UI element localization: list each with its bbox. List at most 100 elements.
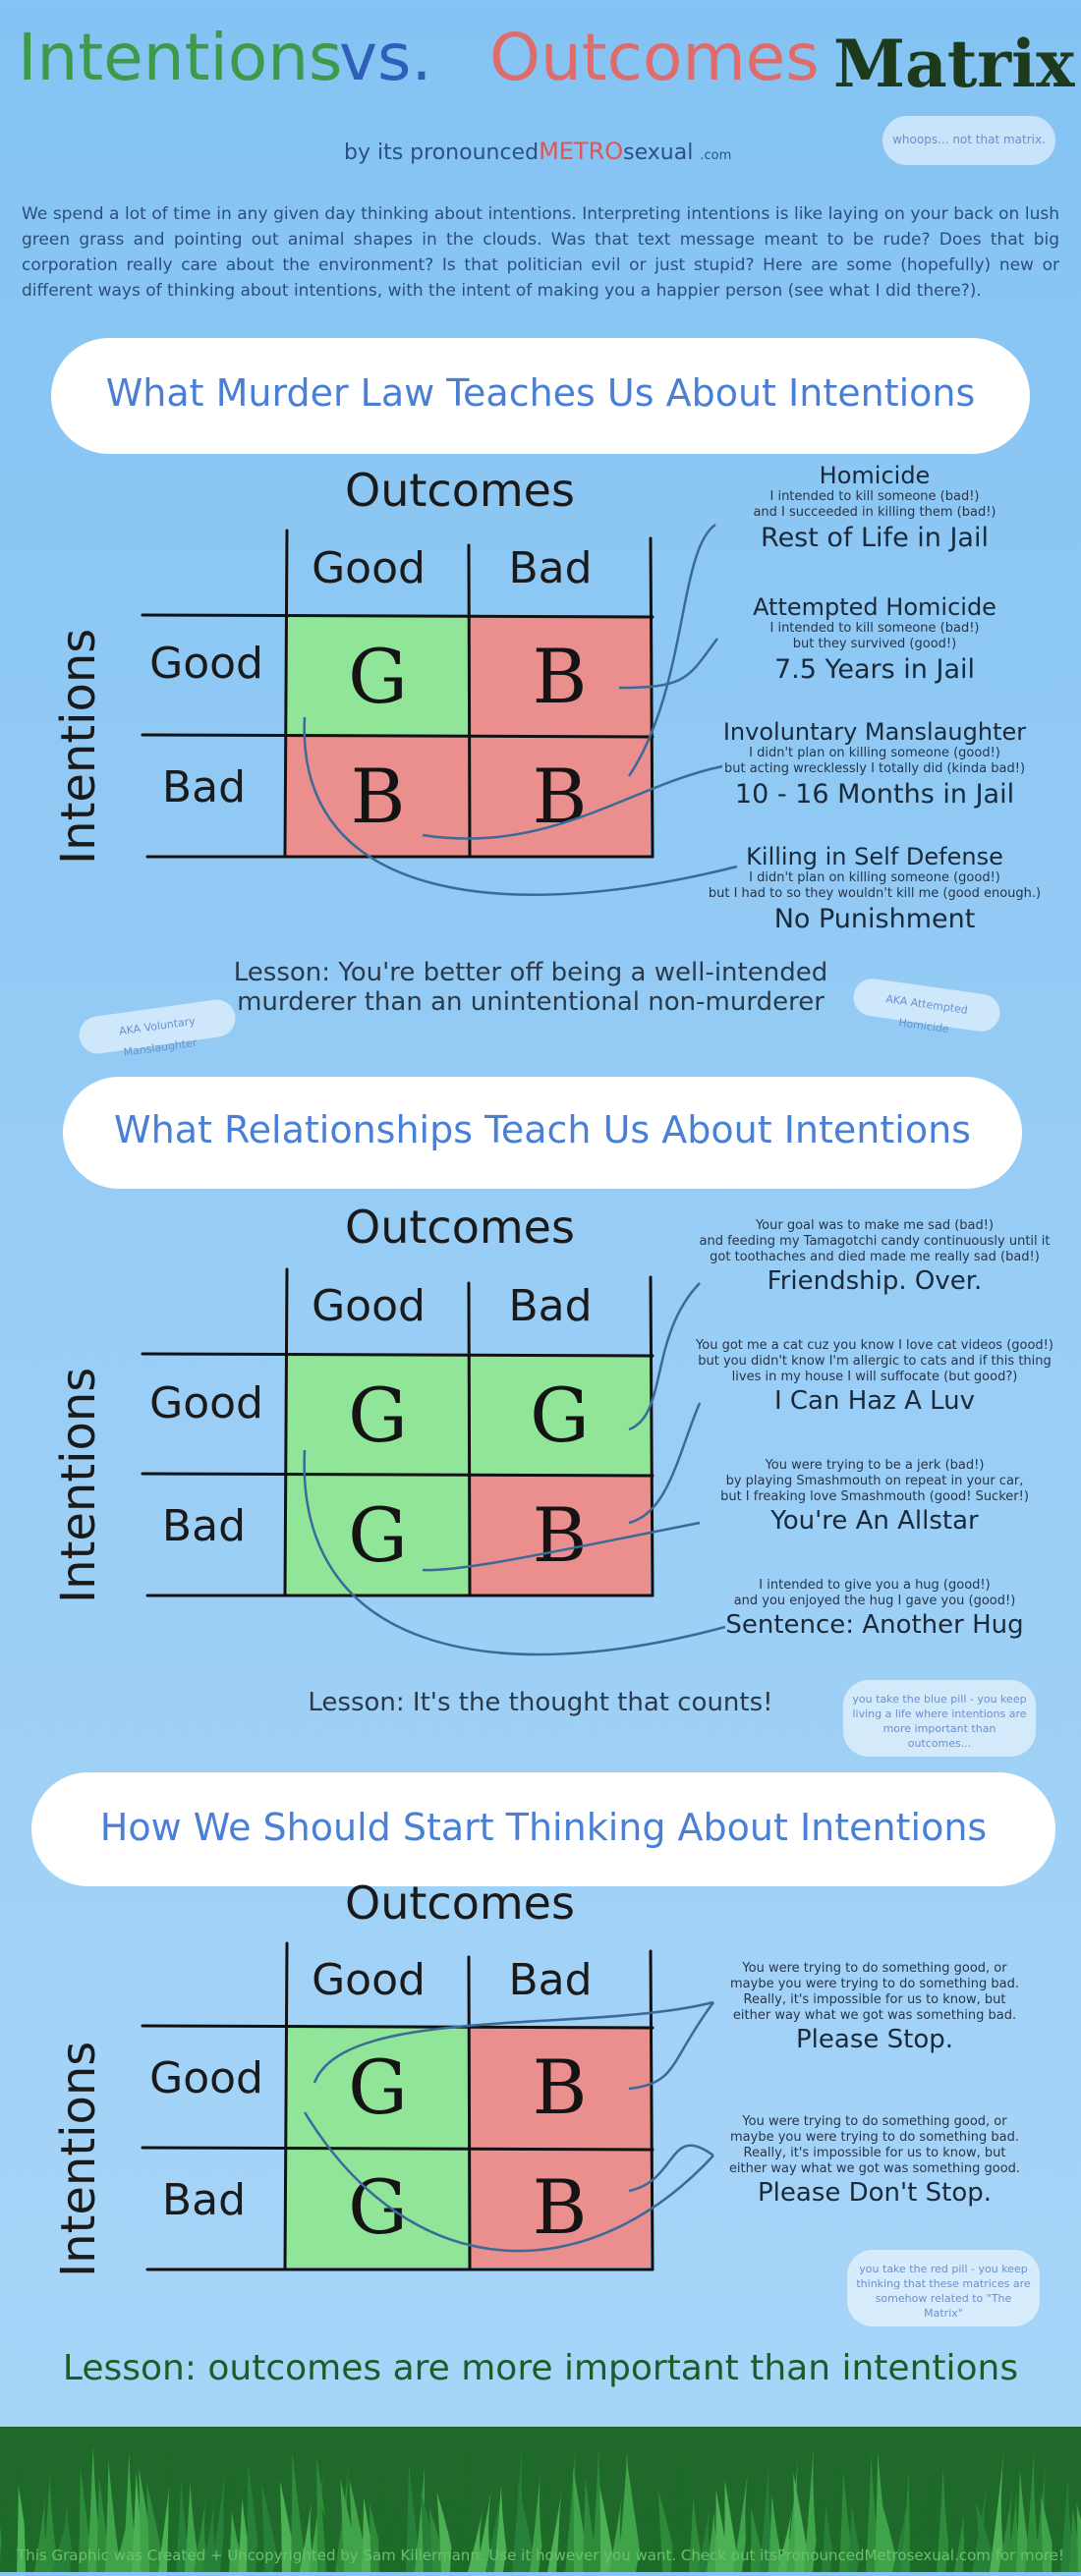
grass-blade	[937, 2467, 952, 2572]
note-line: but acting wrecklessly I totally did (ki…	[723, 761, 1026, 776]
grass-strip	[0, 2427, 1081, 2572]
grass-blade	[0, 2495, 15, 2572]
note-line: I intended to give you a hug (good!)	[759, 1578, 991, 1593]
note-result: Please Don't Stop.	[757, 2178, 993, 2208]
byline-metro: METRO	[539, 138, 624, 165]
title-matrix: Matrix	[833, 26, 1075, 102]
note-line: but I freaking love Smashmouth (good! Su…	[720, 1489, 1029, 1504]
grass-blade	[733, 2451, 751, 2572]
grass-blade	[804, 2446, 820, 2572]
s2-outcomes-label: Outcomes	[345, 1201, 575, 1254]
s1-cell-good-bad: B	[469, 617, 651, 737]
s2-col-bad: Bad	[508, 1281, 593, 1331]
note-result: No Punishment	[773, 904, 976, 934]
grass-blade	[1076, 2502, 1081, 2572]
grass-blade	[388, 2505, 404, 2572]
s1-row-good: Good	[149, 639, 263, 689]
note-line: but I had to so they wouldn't kill me (g…	[708, 886, 1042, 901]
note-line: You were trying to do something good, or	[742, 1961, 1007, 1976]
note-result: Sentence: Another Hug	[725, 1610, 1024, 1640]
note-result: Rest of Life in Jail	[761, 523, 989, 553]
s2-row-good: Good	[149, 1378, 263, 1428]
byline-com: .com	[700, 148, 732, 163]
grass-blade	[459, 2450, 475, 2572]
grass-blade	[539, 2461, 554, 2572]
grass-blade	[105, 2459, 121, 2572]
section3-cloud	[39, 1780, 1048, 1878]
note-result: Friendship. Over.	[767, 1266, 983, 1296]
byline[interactable]: by its pronouncedMETROsexual .com	[344, 138, 731, 165]
note-line: I intended to kill someone (bad!)	[769, 489, 980, 504]
section1-cloud	[59, 346, 1022, 446]
note-line: by playing Smashmouth on repeat in your …	[725, 1474, 1024, 1488]
s2-cell-good-bad: G	[469, 1356, 651, 1476]
note-line: I intended to kill someone (bad!)	[769, 621, 980, 636]
note-head: Killing in Self Defense	[746, 843, 1003, 870]
note-line: but they survived (good!)	[792, 637, 957, 651]
s1-lesson-line2: murderer than an unintentional non-murde…	[237, 987, 825, 1017]
grass-blade	[1025, 2447, 1041, 2572]
intro-paragraph: We spend a lot of time in any given day …	[22, 204, 1059, 301]
footer-credit[interactable]: This Graphic was Created + Uncopyrighted…	[17, 2547, 1064, 2564]
grass-blade	[146, 2482, 165, 2572]
note-line: and you enjoyed the hug I gave you (good…	[733, 1594, 1016, 1608]
grass-blade	[43, 2474, 59, 2572]
note-head: Homicide	[819, 462, 931, 489]
note-line: You were trying to be a jerk (bad!)	[765, 1458, 985, 1473]
red-pill-bubble: you take the red pill - you keep thinkin…	[847, 2250, 1040, 2326]
grass-blade	[724, 2479, 740, 2572]
final-lesson: Lesson: outcomes are more important than…	[62, 2348, 1019, 2388]
s3-col-good: Good	[312, 1955, 426, 2005]
note-head: Involuntary Manslaughter	[722, 718, 1027, 746]
note-result: 10 - 16 Months in Jail	[734, 779, 1015, 810]
s1-row-bad: Bad	[161, 762, 246, 812]
s1-col-good: Good	[312, 543, 426, 593]
whoops-bubble: whoops... not that matrix.	[882, 116, 1055, 165]
s3-row-good: Good	[149, 2053, 263, 2103]
grass-blade	[477, 2479, 493, 2572]
byline-by: by	[344, 140, 370, 165]
note-line: You got me a cat cuz you know I love cat…	[696, 1338, 1053, 1353]
note-line: and I succeeded in killing them (bad!)	[753, 505, 996, 520]
s3-col-bad: Bad	[508, 1955, 593, 2005]
s1-outcomes-label: Outcomes	[345, 464, 575, 517]
grass-blade	[261, 2483, 280, 2572]
s1-lesson-line1: Lesson: You're better off being a well-i…	[233, 958, 828, 987]
note-line: I didn't plan on killing someone (good!)	[749, 746, 1000, 760]
s2-lesson: Lesson: It's the thought that counts!	[308, 1688, 773, 1717]
section2-title: What Relationships Teach Us About Intent…	[114, 1108, 971, 1151]
blue-pill-bubble: you take the blue pill - you keep living…	[843, 1680, 1036, 1757]
note-line: got toothaches and died made me really s…	[710, 1250, 1040, 1264]
note-line: either way what we got was something goo…	[728, 2161, 1021, 2176]
s3-note-dont-stop: You were trying to do something good, or…	[688, 2114, 1061, 2207]
byline-b: sexual	[623, 140, 694, 165]
s2-note-smashmouth: You were trying to be a jerk (bad!) by p…	[678, 1458, 1071, 1535]
s1-lesson: Lesson: You're better off being a well-i…	[177, 958, 884, 1017]
note-line: but you didn't know I'm allergic to cats…	[698, 1354, 1052, 1369]
s1-cell-good-good: G	[287, 617, 469, 737]
s1-note-selfdefense: Killing in Self Defense I didn't plan on…	[688, 843, 1061, 933]
grass-blade	[599, 2486, 616, 2572]
grass-blades	[0, 2444, 1081, 2572]
s1-note-attempted: Attempted Homicide I intended to kill so…	[688, 593, 1061, 684]
note-result: I Can Haz A Luv	[773, 1386, 976, 1416]
note-line: either way what we got was something bad…	[732, 2008, 1017, 2023]
title-vs: vs.	[339, 20, 432, 95]
grass-blade	[689, 2497, 705, 2572]
s3-cell-bad-good: G	[287, 2148, 469, 2268]
s2-note-cat: You got me a cat cuz you know I love cat…	[678, 1338, 1071, 1415]
s2-cell-bad-bad: B	[469, 1476, 651, 1596]
note-line: and feeding my Tamagotchi candy continuo…	[699, 1234, 1051, 1249]
s2-cell-bad-good: G	[287, 1476, 469, 1596]
grass-blade	[291, 2451, 307, 2572]
matrix-lines	[141, 523, 738, 2271]
note-result: You're An Allstar	[770, 1506, 979, 1536]
note-line: maybe you were trying to do something ba…	[730, 1977, 1019, 1991]
s2-cell-good-good: G	[287, 1356, 469, 1476]
note-line: Really, it's impossible for us to know, …	[743, 1992, 1006, 2007]
title-intentions: Intentions	[18, 20, 343, 95]
s3-outcomes-label: Outcomes	[345, 1876, 575, 1930]
note-line: Really, it's impossible for us to know, …	[743, 2146, 1006, 2160]
s2-row-bad: Bad	[161, 1501, 246, 1551]
grass-blade	[52, 2509, 70, 2572]
